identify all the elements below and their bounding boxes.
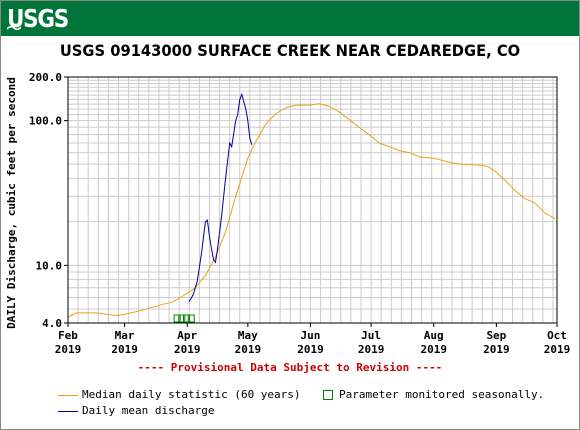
legend-median: Median daily statistic (60 years): [58, 388, 301, 401]
x-tick-label-month: Aug: [424, 329, 444, 342]
plot-area: [68, 77, 557, 323]
seasonal-marker: [187, 314, 195, 323]
daily-mean-series-line: [188, 92, 253, 303]
usgs-header-bar: USGS: [1, 1, 579, 36]
y-tick-label: 100.0: [29, 115, 62, 128]
seasonal-marker: [178, 314, 186, 323]
x-tick-label-year: 2019: [420, 343, 447, 356]
legend-seasonal: Parameter monitored seasonally.: [323, 388, 544, 401]
legend-median-label: Median daily statistic (60 years): [82, 388, 301, 401]
x-tick-label-month: Oct: [547, 329, 567, 342]
x-tick-label-month: Feb: [58, 329, 78, 342]
legend-seasonal-label: Parameter monitored seasonally.: [339, 388, 545, 401]
x-tick-label-month: Apr: [177, 329, 197, 342]
x-tick-label-year: 2019: [111, 343, 138, 356]
legend-seasonal-swatch: [323, 390, 333, 400]
x-tick-label-year: 2019: [55, 343, 82, 356]
chart-title: USGS 09143000 SURFACE CREEK NEAR CEDARED…: [59, 41, 521, 60]
wave-icon: [7, 25, 21, 31]
legend-daily-label: Daily mean discharge: [82, 404, 215, 417]
y-tick-label: 4.0: [42, 317, 62, 330]
x-tick-label-month: Jul: [361, 329, 381, 342]
x-tick-label-year: 2019: [483, 343, 510, 356]
x-tick-label-year: 2019: [544, 343, 571, 356]
x-tick-label-year: 2019: [174, 343, 201, 356]
seasonal-marker: [183, 314, 191, 323]
usgs-logo: USGS: [7, 4, 69, 33]
seasonal-marker: [173, 314, 181, 323]
x-tick-label-year: 2019: [297, 343, 324, 356]
plot-frame: [67, 76, 558, 324]
x-tick-label-month: Mar: [115, 329, 135, 342]
x-tick-label-month: Jun: [301, 329, 321, 342]
x-tick-label-year: 2019: [235, 343, 262, 356]
provisional-notice: ---- Provisional Data Subject to Revisio…: [137, 361, 443, 374]
y-tick-label: 10.0: [36, 259, 63, 272]
legend-median-swatch: [58, 394, 78, 396]
x-tick-label-month: Sep: [486, 329, 506, 342]
legend-daily: Daily mean discharge: [58, 404, 214, 417]
x-tick-label-year: 2019: [358, 343, 385, 356]
median-series-line: [67, 103, 556, 318]
x-tick-label-month: May: [238, 329, 258, 342]
discharge-chart: 4.010.0100.0200.0Feb2019Mar2019Apr2019Ma…: [29, 71, 571, 356]
y-tick-label: 200.0: [29, 71, 62, 84]
legend-daily-swatch: [58, 410, 78, 412]
